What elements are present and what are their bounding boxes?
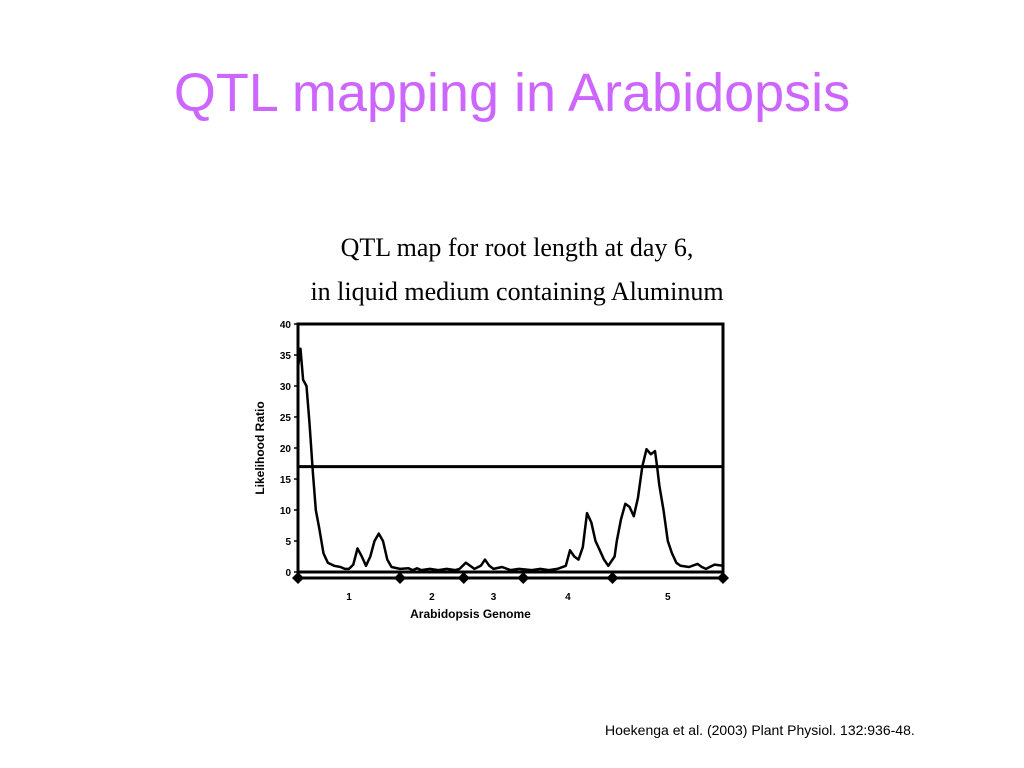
chromosome-boundary-marker <box>717 572 729 584</box>
y-tick-label: 20 <box>280 444 292 455</box>
chromosome-label: 3 <box>491 592 497 603</box>
y-tick-label: 5 <box>285 537 291 548</box>
chromosome-boundary-marker <box>394 572 406 584</box>
chart-caption: QTL map for root length at day 6, in liq… <box>0 226 1024 314</box>
y-tick-label: 25 <box>280 413 292 424</box>
chart-caption-line-2: in liquid medium containing Aluminum <box>310 277 724 306</box>
plot-frame <box>296 322 725 574</box>
likelihood-ratio-series-line <box>296 347 724 572</box>
chromosome-boundary-marker <box>292 572 304 584</box>
chromosome-label: 1 <box>346 592 352 603</box>
y-tick-label: 0 <box>285 568 291 579</box>
slide-title: QTL mapping in Arabidopsis <box>173 63 851 123</box>
citation: Hoekenga et al. (2003) Plant Physiol. 13… <box>605 722 915 738</box>
chart-caption-line-1: QTL map for root length at day 6, <box>340 233 694 262</box>
y-axis-label: Likelihood Ratio <box>253 401 267 494</box>
y-tick-label: 35 <box>280 351 292 362</box>
chromosome-label: 5 <box>665 592 671 603</box>
y-tick-label: 40 <box>280 320 292 331</box>
y-tick-label: 30 <box>280 382 292 393</box>
series-layer <box>296 347 724 572</box>
chromosome-label: 4 <box>565 592 571 603</box>
x-axis-label: Arabidopsis Genome <box>410 607 531 621</box>
y-tick-label: 10 <box>280 506 292 517</box>
chromosome-label: 2 <box>429 592 435 603</box>
y-tick-label: 15 <box>280 475 292 486</box>
chromosome-boundary-marker <box>517 572 530 584</box>
chromosome-axis: 1 2 3 4 5 <box>292 572 729 603</box>
chromosome-boundary-marker <box>457 572 470 584</box>
chromosome-boundary-marker <box>606 572 619 584</box>
y-axis-ticks: 0 5 10 15 20 25 30 35 40 <box>280 320 298 579</box>
